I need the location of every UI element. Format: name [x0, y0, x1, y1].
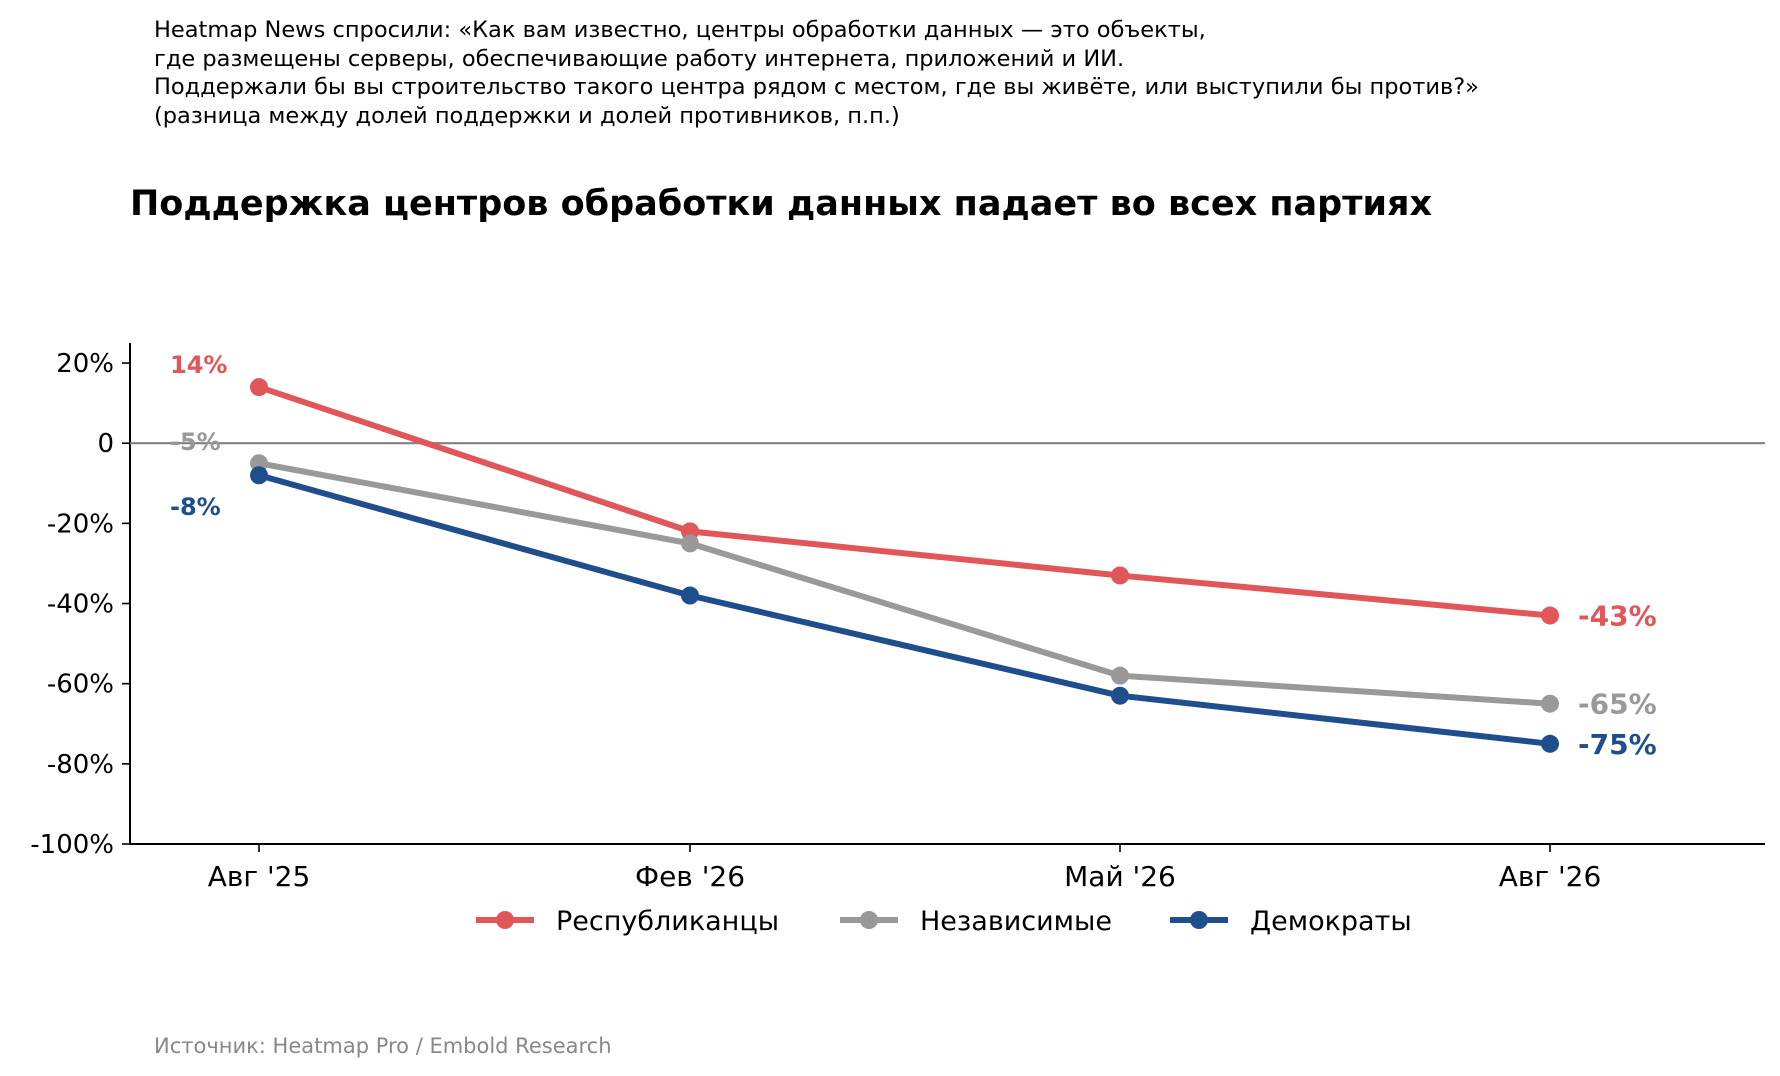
data-point [1111, 566, 1129, 585]
data-point [250, 378, 268, 397]
y-tick-label: -80% [47, 750, 114, 780]
x-tick-label: Май '26 [1064, 860, 1176, 893]
data-point [1541, 734, 1559, 753]
end-value-label: -65% [1578, 688, 1657, 721]
data-point [1541, 606, 1559, 625]
chart-title: Поддержка центров обработки данных падае… [130, 184, 1433, 224]
note-line: где размещены серверы, обеспечивающие ра… [154, 45, 1125, 72]
series-line [256, 472, 1553, 747]
note-line: Heatmap News спросили: «Как вам известно… [154, 17, 1206, 43]
data-point [1111, 666, 1129, 685]
legend-marker [860, 911, 878, 929]
x-tick-label: Авг '25 [208, 860, 311, 893]
note-line: Поддержали бы вы строительство такого це… [154, 74, 1479, 100]
x-tick-label: Авг '26 [1499, 860, 1602, 893]
data-point [681, 534, 699, 553]
data-point [250, 466, 268, 485]
y-tick-label: -60% [47, 670, 114, 700]
legend-marker [1190, 911, 1208, 929]
end-value-label: -43% [1578, 600, 1657, 633]
y-tick-label: -100% [30, 830, 114, 860]
start-value-label: -5% [170, 428, 221, 456]
x-tick-label: Фев '26 [635, 860, 745, 893]
survey-question-note: Heatmap News спросили: «Как вам известно… [154, 16, 1479, 130]
legend-label: Демократы [1250, 906, 1412, 937]
y-tick-label: -40% [47, 590, 114, 620]
data-point [1541, 694, 1559, 713]
legend-label: Республиканцы [556, 906, 779, 937]
series-line [256, 384, 1553, 619]
data-point [681, 586, 699, 605]
start-value-label: -8% [170, 493, 221, 521]
start-value-label: 14% [170, 351, 227, 379]
y-tick-label: 0 [97, 429, 114, 459]
data-point [1111, 686, 1129, 705]
note-line: (разница между долей поддержки и долей п… [154, 102, 900, 129]
source-note: Источник: Heatmap Pro / Embold Research [154, 1034, 612, 1058]
legend-marker [496, 911, 514, 929]
end-value-label: -75% [1578, 728, 1657, 761]
y-tick-label: -20% [47, 509, 114, 539]
series-line [256, 460, 1553, 707]
legend-label: Независимые [920, 906, 1112, 937]
y-tick-label: 20% [56, 349, 114, 379]
